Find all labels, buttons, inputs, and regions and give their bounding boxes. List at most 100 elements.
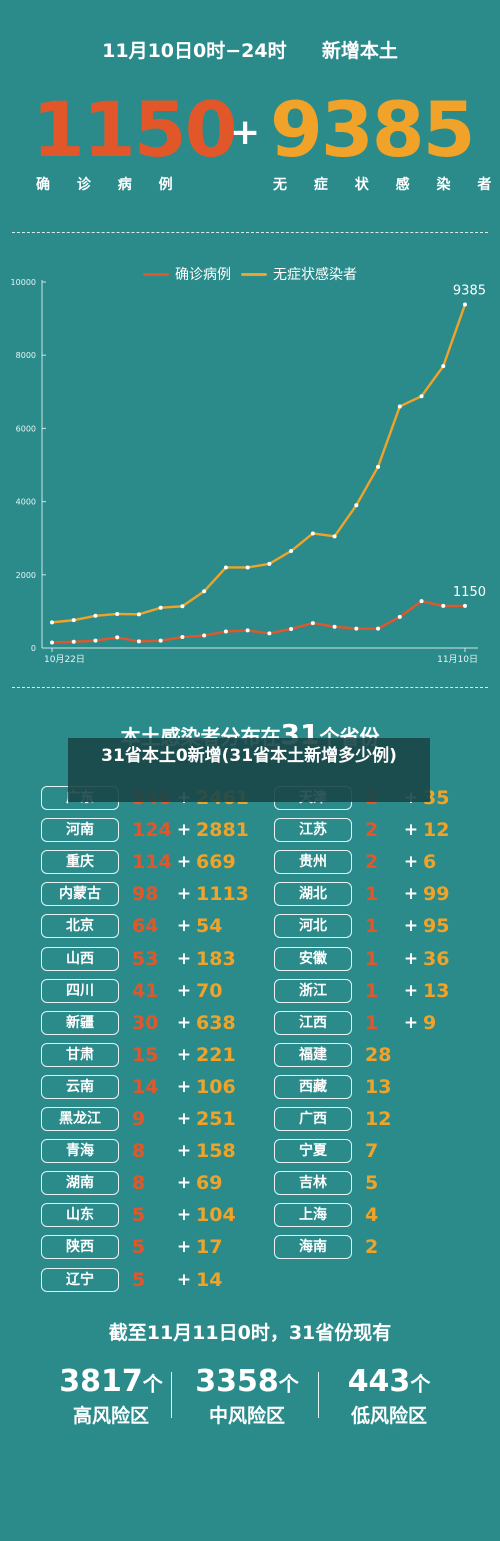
asymptomatic-label: 无 症 状 感 染 者 [273,177,492,193]
province-name: 贵州 [274,850,352,875]
province-confirmed: 64 [132,915,159,938]
data-point [245,628,250,633]
plus-sign: + [403,916,419,937]
province-row: 上海 4 [274,1203,378,1228]
province-confirmed: 124 [132,819,172,842]
end-value-label: 9385 [453,284,486,299]
province-asymptomatic: 28 [365,1043,392,1066]
data-point [202,589,207,594]
province-row: 黑龙江 9 +251 [41,1107,236,1131]
data-point [289,549,294,554]
province-asymptomatic: 5 [365,1172,379,1195]
plus-sign: + [403,852,419,873]
risk-low-unit: 个 [410,1372,431,1396]
province-confirmed: 5 [132,1268,146,1291]
time-range: 11月10日0时−24时 [102,40,287,62]
plus-sign: + [176,820,192,841]
province-row: 新疆 30 +638 [41,1010,236,1035]
province-row: 辽宁 5 +14 [41,1267,222,1292]
data-point [463,603,467,608]
province-asymptomatic: 12 [423,819,450,842]
data-point [397,404,402,409]
province-asymptomatic: 69 [196,1172,223,1195]
province-row: 重庆 114 +669 [41,850,236,875]
province-name: 湖北 [274,882,352,907]
asymptomatic-total: 9385 [270,85,476,174]
province-name: 西藏 [274,1074,352,1099]
province-row: 内蒙古 98 +1113 [41,882,249,907]
end-value-label: 1150 [453,585,486,600]
data-point [136,612,141,617]
data-point [158,638,163,643]
data-point [245,565,250,570]
data-point [354,503,359,508]
province-asymptomatic: 13 [423,979,450,1002]
data-point [180,635,185,640]
province-name: 四川 [41,978,119,1003]
province-row: 河南 124 +2881 [41,818,249,843]
data-point [419,599,424,604]
province-row: 广西 12 [274,1107,391,1131]
plus-sign: + [403,820,419,841]
confirmed-label: 确 诊 病 例 [36,177,173,193]
data-point [376,464,381,469]
y-tick-label: 10000 [11,278,36,287]
province-asymptomatic: 13 [365,1075,392,1098]
legend-swatch-asymptomatic [241,272,267,276]
legend-item-asymptomatic: 无症状感染者 [241,264,357,284]
data-point [267,561,272,566]
province-name: 江西 [274,1010,352,1035]
province-name: 山东 [41,1203,119,1228]
risk-medium-count: 3358 [195,1364,279,1399]
province-row: 陕西 5 +17 [41,1235,222,1260]
province-asymptomatic: 36 [423,947,450,970]
province-row: 山东 5 +104 [41,1203,236,1228]
province-asymptomatic: 183 [196,947,236,970]
province-asymptomatic: 158 [196,1140,236,1163]
plus-sign: + [176,884,192,905]
risk-low: 443个 低风险区 [314,1364,464,1428]
legend-swatch-confirmed [143,272,169,276]
province-name: 青海 [41,1139,119,1164]
province-name: 北京 [41,914,119,939]
risk-high: 3817个 高风险区 [36,1364,186,1428]
series-line-confirmed [51,599,465,644]
province-asymptomatic: 99 [423,883,450,906]
province-row: 甘肃 15 +221 [41,1042,236,1067]
data-point [376,626,381,631]
province-name: 山西 [41,946,119,971]
province-row: 贵州 2 +6 [274,850,436,875]
province-confirmed: 1 [365,1011,379,1034]
province-asymptomatic: 106 [196,1075,236,1098]
province-name: 河南 [41,818,119,843]
risk-high-count: 3817 [59,1364,143,1399]
plus-sign: + [176,1237,192,1258]
province-name: 浙江 [274,978,352,1003]
province-confirmed: 15 [132,1043,159,1066]
province-asymptomatic: 54 [196,915,223,938]
data-point [441,364,446,369]
province-name: 福建 [274,1042,352,1067]
data-point [115,635,120,640]
province-name: 海南 [274,1235,352,1260]
divider-top [12,232,488,233]
risk-separator-1 [171,1372,172,1418]
province-name: 云南 [41,1074,119,1099]
plus-sign: + [176,852,192,873]
province-confirmed: 53 [132,947,159,970]
province-confirmed: 30 [132,1011,159,1034]
plus-sign: + [176,1012,192,1033]
province-asymptomatic: 1113 [196,883,249,906]
province-confirmed: 2 [365,851,379,874]
risk-low-count: 443 [347,1364,411,1399]
data-point [136,639,141,644]
province-name: 内蒙古 [41,882,119,907]
data-point [50,640,54,645]
province-row: 西藏 13 [274,1074,392,1099]
province-confirmed: 2 [365,819,379,842]
province-confirmed: 98 [132,883,159,906]
data-point [115,611,120,616]
province-asymptomatic: 7 [365,1140,379,1163]
x-tick-label: 11月10日 [437,654,478,665]
plus-sign: + [403,1012,419,1033]
